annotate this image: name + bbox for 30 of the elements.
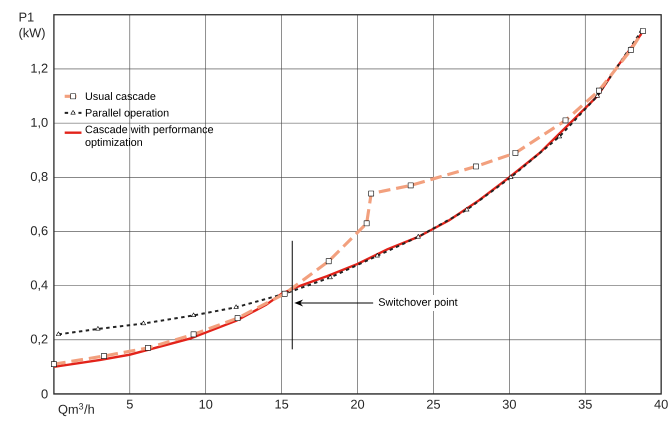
- point: [328, 274, 333, 279]
- point: [594, 93, 600, 98]
- y-tick-label: 1,2: [31, 64, 48, 74]
- x-tick-label: 25: [426, 400, 440, 409]
- point: [556, 134, 562, 138]
- x-tick-label: 15: [275, 400, 288, 409]
- y-tick-label: 0: [42, 389, 48, 398]
- point: [416, 234, 421, 238]
- point: [374, 252, 380, 258]
- x-tick-label: 5: [126, 400, 133, 409]
- y-tick-label: 0,4: [30, 280, 48, 291]
- point: [234, 304, 239, 309]
- x-tick-label: 35: [578, 400, 592, 409]
- x-tick-label: 10: [200, 400, 212, 409]
- point: [56, 331, 61, 336]
- point: [464, 206, 470, 212]
- y-axis-title: P1 (kW): [19, 12, 45, 40]
- ref-line-label: Switchover point: [378, 298, 458, 308]
- y-tick-label: 0,8: [30, 172, 48, 182]
- point: [95, 326, 100, 330]
- x-tick-label: 30: [502, 400, 516, 409]
- x-tick-label: 20: [351, 400, 364, 409]
- y-tick-label: 1,0: [31, 118, 48, 128]
- y-tick-label: 0,6: [30, 226, 48, 237]
- point: [140, 320, 146, 325]
- point: [508, 174, 514, 179]
- point: [191, 312, 196, 317]
- x-tick-label: 40: [654, 400, 668, 409]
- x-axis-title: Qm$^{3}$/h: [58, 403, 94, 416]
- y-tick-label: 0,2: [30, 334, 48, 345]
